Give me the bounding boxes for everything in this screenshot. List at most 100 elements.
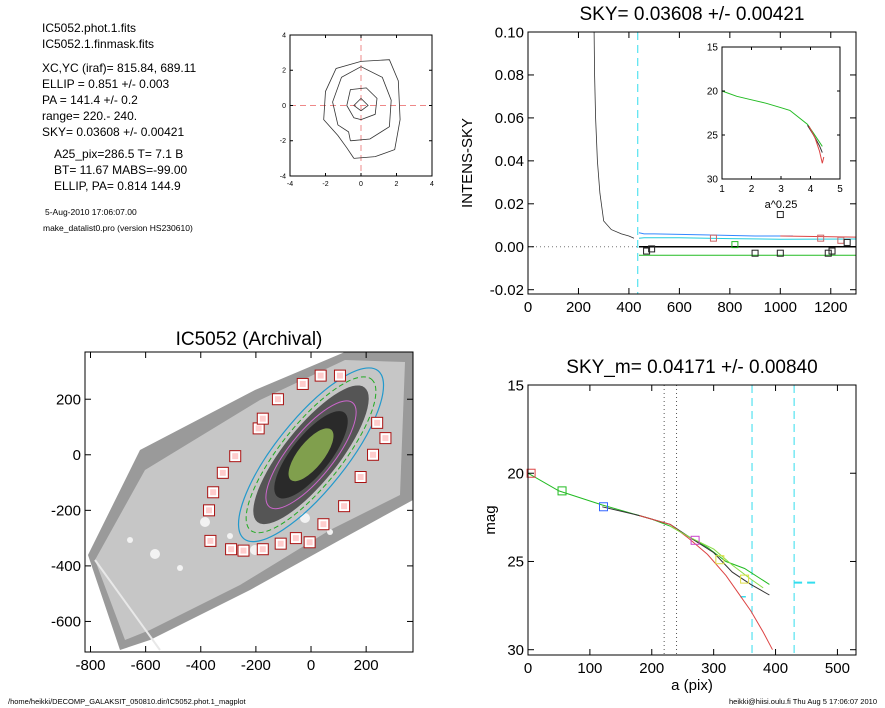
intens-xtick-label: 600 — [667, 299, 692, 316]
intens-ylabel: INTENS-SKY — [459, 118, 476, 208]
mask-square-inner — [274, 396, 281, 403]
mag-xtick-label: 0 — [524, 660, 532, 677]
sky-series-line — [638, 237, 857, 240]
inset-ytick-label: 30 — [707, 175, 719, 186]
mask-square-inner — [382, 435, 389, 442]
sky-square-marker — [776, 211, 784, 219]
footer-path: /home/heikki/DECOMP_GALAKSIT_050810.dir/… — [8, 697, 246, 706]
image-title: IC5052 (Archival) — [176, 329, 323, 350]
sky-square-marker — [648, 245, 656, 253]
sky-square-marker — [837, 236, 845, 244]
filename-mask: IC5052.1.finmask.fits — [42, 37, 155, 51]
contour-xtick-label: -2 — [322, 181, 328, 188]
mag-frame — [527, 384, 857, 656]
intens-title: SKY= 0.03608 +/- 0.00421 — [579, 4, 804, 25]
intens-ytick-label: 0.02 — [495, 196, 524, 213]
mag-series-line — [602, 506, 770, 596]
inset-ytick-label: 25 — [707, 131, 719, 142]
sky-square-marker — [824, 249, 832, 257]
image-xtick-label: -800 — [75, 657, 105, 674]
mask-square-inner — [299, 380, 306, 387]
star-spot — [327, 529, 333, 535]
mask-square-inner — [306, 539, 313, 546]
sky-square-marker — [731, 241, 739, 249]
sky-square-marker — [643, 247, 651, 255]
contour-xtick-label: 4 — [430, 181, 434, 188]
contour-line — [323, 59, 401, 159]
mag-series-line — [670, 525, 764, 589]
mag-square-marker — [599, 502, 609, 512]
image-xtick-label: -400 — [186, 657, 216, 674]
intens-xtick-label: 1000 — [764, 299, 797, 316]
mag-ylabel: mag — [482, 505, 499, 534]
mask-square-inner — [341, 503, 348, 510]
intens-ytick-label: 0.04 — [495, 153, 524, 170]
intens-xtick-label: 0 — [524, 299, 532, 316]
image-seam — [94, 559, 161, 651]
inset-series-line — [721, 90, 823, 147]
image-ytick-label: 200 — [56, 391, 81, 408]
intens-xtick-label: 800 — [717, 299, 742, 316]
galaxy-image — [88, 352, 413, 651]
mag-square-marker — [740, 574, 750, 584]
mask-square-inner — [206, 507, 213, 514]
sky-square-marker — [709, 234, 717, 242]
star-spot — [127, 537, 133, 543]
profile-line — [593, 31, 635, 239]
inset-ytick-label: 15 — [707, 43, 719, 54]
mag-xtick-label: 200 — [639, 660, 664, 677]
intens-xtick-label: 400 — [616, 299, 641, 316]
inset-xtick-label: 2 — [749, 184, 755, 195]
inset-xtick-label: 5 — [837, 184, 843, 195]
intens-xtick-label: 200 — [566, 299, 591, 316]
contour-line — [346, 87, 378, 120]
mask-square-inner — [277, 540, 284, 547]
sky-square-marker — [817, 234, 825, 242]
star-spot — [150, 549, 160, 559]
mask-square-inner — [336, 372, 343, 379]
mag-square-marker — [715, 555, 725, 565]
mag-series-line — [639, 515, 773, 650]
inset-ytick-label: 20 — [707, 87, 719, 98]
star-spot — [200, 517, 210, 527]
intens-ytick-label: 0.00 — [495, 239, 524, 256]
image-frame — [84, 351, 414, 653]
star-spot — [300, 513, 310, 523]
isophote-ellipse-outer — [237, 367, 385, 543]
contour-ytick-label: 2 — [282, 68, 286, 75]
inset-series-line — [808, 125, 825, 164]
mask-square-inner — [357, 474, 364, 480]
footer-host: heikki@hiisi.oulu.fi Thu Aug 5 17:06:07 … — [729, 697, 877, 706]
intens-xtick-label: 1200 — [814, 299, 847, 316]
mask-square-inner — [219, 469, 226, 476]
mag-xtick-label: 400 — [763, 660, 788, 677]
mag-square-marker — [557, 486, 567, 496]
intens-ytick-label: -0.02 — [490, 282, 524, 299]
inset-xtick-label: 1 — [719, 184, 725, 195]
ellip-pa-info: ELLIP, PA= 0.814 144.9 — [54, 179, 181, 193]
mask-square-inner — [240, 547, 247, 554]
intens-frame — [527, 31, 857, 295]
center-coords: XC,YC (iraf)= 815.84, 689.11 — [42, 61, 197, 75]
image-xtick-label: 200 — [354, 657, 379, 674]
ellipticity: ELLIP = 0.851 +/- 0.003 — [42, 77, 170, 91]
mag-xtick-label: 500 — [825, 660, 850, 677]
image-xtick-label: 0 — [307, 657, 315, 674]
mask-square-inner — [317, 372, 324, 379]
contour-ytick-label: 4 — [282, 32, 286, 39]
star-spot — [177, 565, 183, 571]
position-angle: PA = 141.4 +/- 0.2 — [42, 93, 138, 107]
inset-xlabel: a^0.25 — [765, 199, 798, 211]
isophote-ellipse-inner — [265, 400, 357, 510]
mag-ytick-label: 30 — [507, 642, 524, 659]
image-ytick-label: -200 — [51, 503, 81, 520]
mag-xtick-label: 300 — [701, 660, 726, 677]
isophote-ellipse-dashed — [245, 376, 377, 534]
intens-ytick-label: 0.06 — [495, 110, 524, 127]
image-xtick-label: -600 — [131, 657, 161, 674]
mag-ytick-label: 20 — [507, 465, 524, 482]
timestamp: 5-Aug-2010 17:06:07.00 — [45, 207, 137, 217]
sky-series-line — [638, 232, 793, 237]
fit-range: range= 220.- 240. — [42, 109, 138, 123]
mask-square-inner — [374, 419, 381, 426]
